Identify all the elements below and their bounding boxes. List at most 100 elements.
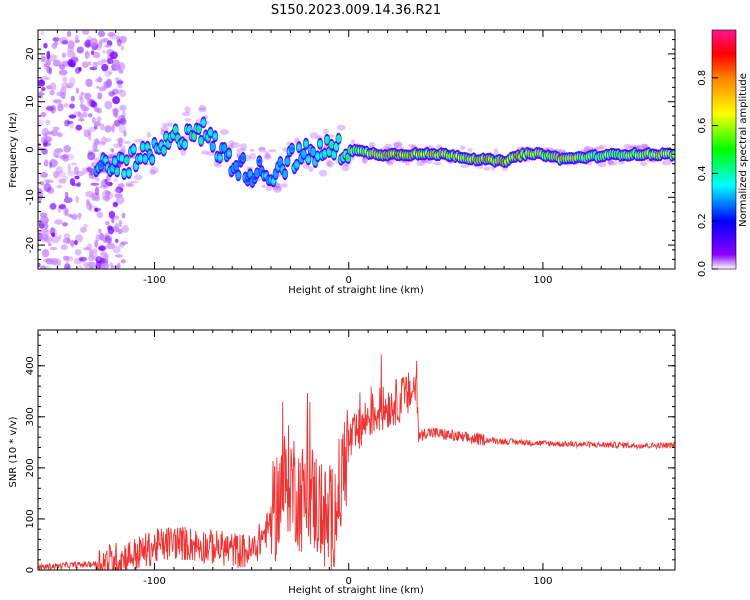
noise-blob [64, 263, 71, 269]
noise-blob [82, 30, 90, 35]
noise-blob [74, 249, 82, 256]
ridge-core [301, 152, 306, 156]
noise-blob [120, 241, 129, 245]
noise-blob [97, 60, 104, 66]
noise-blob [82, 111, 88, 118]
halo-blob [149, 169, 156, 175]
noise-blob [95, 140, 102, 144]
noise-blob [83, 223, 88, 229]
halo-blob [607, 159, 613, 166]
noise-blob [65, 82, 74, 89]
noise-blob [96, 211, 104, 219]
noise-blob [67, 40, 75, 49]
halo-blob [146, 132, 152, 138]
noise-blob [45, 59, 51, 67]
noise-blob [60, 244, 68, 251]
ridge-core [227, 151, 232, 156]
noise-blob [85, 190, 94, 198]
noise-blob [39, 233, 49, 240]
ridge-core [322, 151, 327, 156]
snr-y-tick-label: 400 [25, 356, 36, 375]
noise-blob [76, 46, 84, 54]
halo-blob [130, 180, 139, 184]
ridge-core [98, 163, 103, 168]
noise-blob [94, 239, 99, 248]
noise-blob [54, 154, 60, 159]
noise-blob [95, 234, 100, 242]
noise-blob [97, 42, 103, 48]
halo-blob [230, 142, 240, 149]
noise-blob [82, 262, 89, 268]
snr-marks [38, 354, 675, 570]
noise-blob [84, 50, 90, 59]
colorbar-tick-label: 0.0 [697, 261, 708, 277]
halo-blob [273, 186, 283, 191]
noise-blob [115, 77, 119, 82]
noise-blob [45, 119, 51, 126]
halo-blob [584, 146, 594, 152]
ridge-core [278, 160, 283, 164]
noise-blob [77, 212, 82, 218]
noise-blob [111, 149, 115, 153]
halo-blob [123, 141, 131, 144]
noise-blob [121, 212, 126, 219]
noise-blob [75, 195, 79, 203]
noise-blob [55, 166, 63, 174]
spectrogram-y-tick-label: 0 [25, 146, 36, 152]
halo-blob [180, 149, 187, 156]
halo-blob [228, 140, 234, 147]
halo-blob [460, 145, 466, 150]
halo-blob [309, 132, 319, 139]
noise-blob [62, 76, 68, 83]
noise-blob [107, 153, 115, 159]
ridge-core [115, 169, 120, 174]
spectrogram-x-axis-label: Height of straight line (km) [288, 285, 424, 296]
noise-blob [72, 56, 79, 64]
noise-blob [104, 44, 112, 48]
noise-blob [76, 170, 84, 177]
noise-blob [40, 171, 48, 178]
noise-blob [89, 100, 97, 108]
noise-blob [54, 148, 64, 153]
noise-blob [45, 106, 55, 112]
noise-blob [49, 203, 57, 210]
spectrogram-y-axis-label: Frequency (Hz) [8, 112, 19, 188]
noise-blob [114, 222, 120, 232]
halo-blob [393, 141, 403, 149]
noise-blob [91, 197, 101, 202]
colorbar-ticks: 0.0 0.2 0.4 0.6 0.8 [697, 70, 718, 277]
halo-blob [258, 147, 266, 153]
noise-blob [78, 94, 83, 101]
noise-blob [91, 50, 95, 55]
ridge-core [236, 173, 241, 178]
snr-y-tick-label: 300 [25, 407, 36, 426]
noise-blob [56, 37, 62, 41]
halo-blob [598, 144, 607, 150]
halo-blob [219, 129, 229, 135]
ridge-core [126, 171, 131, 175]
colorbar-tick-label: 0.2 [697, 213, 708, 229]
ridge-core [311, 150, 315, 154]
noise-blob [96, 116, 102, 122]
noise-blob [54, 219, 63, 225]
noise-blob [40, 215, 49, 225]
ridge-core [138, 156, 143, 161]
noise-blob [49, 246, 58, 251]
halo-blob [432, 161, 442, 166]
ridge-core [161, 148, 166, 153]
ridge-core [290, 146, 294, 151]
noise-blob [60, 92, 66, 99]
noise-blob [123, 130, 127, 137]
halo-blob [460, 164, 470, 168]
noise-blob [77, 217, 81, 221]
noise-blob [101, 136, 107, 146]
noise-blob [66, 50, 75, 58]
noise-blob [111, 217, 115, 224]
noise-blob [97, 92, 103, 100]
halo-blob [264, 153, 271, 159]
noise-blob [66, 30, 72, 38]
ridge-core [119, 156, 124, 161]
noise-blob [112, 96, 120, 105]
noise-blob [62, 154, 70, 162]
noise-blob [74, 39, 80, 43]
